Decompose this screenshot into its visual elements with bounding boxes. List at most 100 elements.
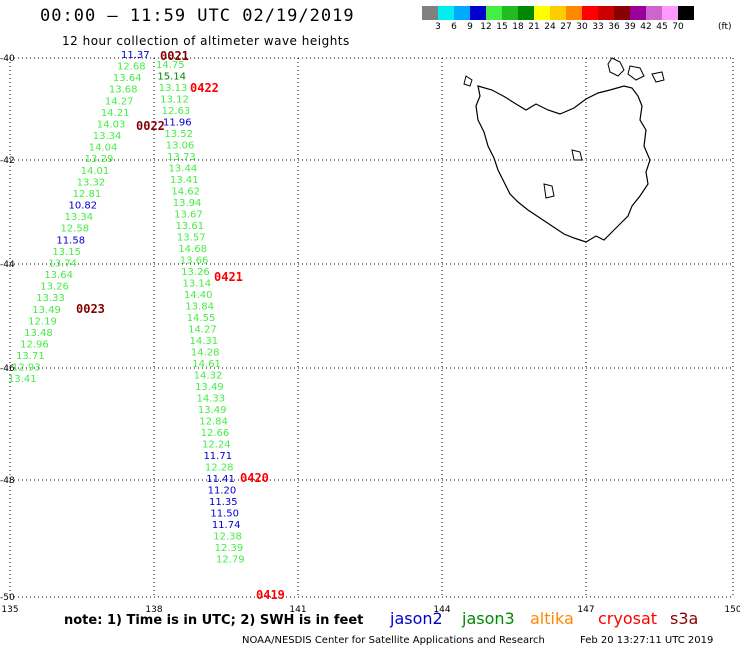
color-scale-tick: 36 <box>608 22 620 32</box>
wave-height-label: 13.29 <box>85 154 114 165</box>
wave-height-label: 13.06 <box>166 141 195 152</box>
wave-height-label: 14.55 <box>187 313 216 324</box>
wave-height-label: 12.19 <box>28 316 57 327</box>
wave-height-label: 13.49 <box>198 405 227 416</box>
color-swatch <box>566 6 582 20</box>
wave-height-label: 14.75 <box>156 60 185 71</box>
wave-height-label: 12.66 <box>201 428 230 439</box>
pass-time-label: 0023 <box>76 302 105 316</box>
wave-height-label: 13.41 <box>170 175 199 186</box>
color-swatch <box>534 6 550 20</box>
color-swatch <box>662 6 678 20</box>
color-scale-tick: 45 <box>656 22 668 32</box>
color-scale-tick: 9 <box>467 22 473 32</box>
latitude-tick-label: -44 <box>0 260 15 270</box>
wave-height-label: 14.40 <box>184 290 213 301</box>
flinders-island-outline <box>607 57 625 77</box>
pass-time-label: 0421 <box>214 270 243 284</box>
color-scale-tick: 27 <box>560 22 572 32</box>
color-swatch <box>630 6 646 20</box>
wave-height-label: 12.84 <box>199 417 228 428</box>
wave-height-label: 14.32 <box>194 371 223 382</box>
credit-text: NOAA/NESDIS Center for Satellite Applica… <box>242 635 545 646</box>
wave-height-label: 14.62 <box>171 187 200 198</box>
wave-height-label: 13.33 <box>36 293 65 304</box>
wave-height-label: 13.44 <box>169 164 198 175</box>
king-island-outline <box>463 75 473 87</box>
wave-height-label: 13.49 <box>32 305 61 316</box>
color-scale-tick: 33 <box>592 22 604 32</box>
color-scale-tick: 42 <box>640 22 652 32</box>
wave-height-label: 13.74 <box>48 258 77 269</box>
footer-note: note: 1) Time is in UTC; 2) SWH is in fe… <box>64 613 364 628</box>
longitude-tick-label: 138 <box>145 605 162 615</box>
latitude-tick-label: -48 <box>0 476 15 486</box>
latitude-tick-label: -50 <box>0 593 15 603</box>
wave-height-label: 14.03 <box>97 119 126 130</box>
wave-height-label: 13.41 <box>8 374 37 385</box>
wave-height-label: 13.34 <box>65 212 94 223</box>
color-scale-unit: (ft) <box>718 22 732 32</box>
wave-height-label: 13.64 <box>113 73 142 84</box>
color-swatch <box>470 6 486 20</box>
wave-height-label: 13.26 <box>181 267 210 278</box>
lake-outline <box>543 183 555 199</box>
wave-height-label: 13.84 <box>185 302 214 313</box>
wave-height-label: 14.27 <box>188 325 217 336</box>
pass-time-label: 0419 <box>256 588 285 602</box>
satellite-legend-item: s3a <box>670 609 699 628</box>
wave-height-label: 12.79 <box>216 555 245 566</box>
wave-height-label: 13.48 <box>24 328 53 339</box>
wave-height-label: 14.68 <box>178 244 207 255</box>
pass-time-label: 0422 <box>190 81 219 95</box>
color-swatch <box>646 6 662 20</box>
color-scale-tick: 18 <box>512 22 524 32</box>
wave-height-label: 13.14 <box>183 279 212 290</box>
color-scale-tick: 15 <box>496 22 508 32</box>
wave-height-label: 12.28 <box>205 463 234 474</box>
wave-height-label: 11.74 <box>212 520 241 531</box>
map-subtitle: 12 hour collection of altimeter wave hei… <box>62 34 350 48</box>
color-scale-legend <box>422 6 694 20</box>
wave-height-label: 14.04 <box>89 143 118 154</box>
color-swatch <box>582 6 598 20</box>
wave-height-label: 15.14 <box>157 72 186 83</box>
color-scale-tick: 3 <box>435 22 441 32</box>
color-scale-tick: 39 <box>624 22 636 32</box>
wave-height-label: 13.26 <box>40 282 69 293</box>
latitude-tick-label: -42 <box>0 156 15 166</box>
wave-height-label: 14.27 <box>105 96 134 107</box>
wave-height-label: 13.13 <box>159 83 188 94</box>
wave-height-label: 13.67 <box>174 210 203 221</box>
wave-height-label: 13.57 <box>177 233 206 244</box>
wave-height-label: 11.41 <box>206 474 235 485</box>
longitude-tick-label: 135 <box>1 605 18 615</box>
wave-height-label: 12.39 <box>215 543 244 554</box>
wave-height-label: 12.81 <box>73 189 102 200</box>
wave-height-label: 11.50 <box>210 509 239 520</box>
color-swatch <box>550 6 566 20</box>
wave-height-label: 12.96 <box>20 340 49 351</box>
wave-height-label: 13.66 <box>180 256 209 267</box>
tasmania-coastline <box>475 85 651 243</box>
wave-height-label: 13.61 <box>176 221 205 232</box>
wave-height-label: 14.28 <box>191 348 220 359</box>
wave-height-label: 14.01 <box>81 166 110 177</box>
wave-height-label: 13.94 <box>173 198 202 209</box>
wave-height-label: 12.68 <box>117 62 146 73</box>
color-scale-labels: 3 6 9 12 15 18 21 24 27 30 33 36 39 42 45 70 <box>422 22 686 32</box>
lake-outline <box>571 149 583 161</box>
longitude-tick-label: 150 <box>724 605 740 615</box>
wave-height-label: 11.71 <box>203 451 232 462</box>
color-swatch <box>438 6 454 20</box>
wave-height-label: 14.21 <box>101 108 130 119</box>
color-swatch <box>518 6 534 20</box>
color-scale-tick: 21 <box>528 22 540 32</box>
satellite-legend-item: altika <box>530 609 574 628</box>
wave-height-label: 13.49 <box>195 382 224 393</box>
satellite-legend-item: jason2 <box>390 609 443 628</box>
color-scale-tick: 12 <box>480 22 492 32</box>
color-scale-tick: 30 <box>576 22 588 32</box>
color-swatch <box>598 6 614 20</box>
